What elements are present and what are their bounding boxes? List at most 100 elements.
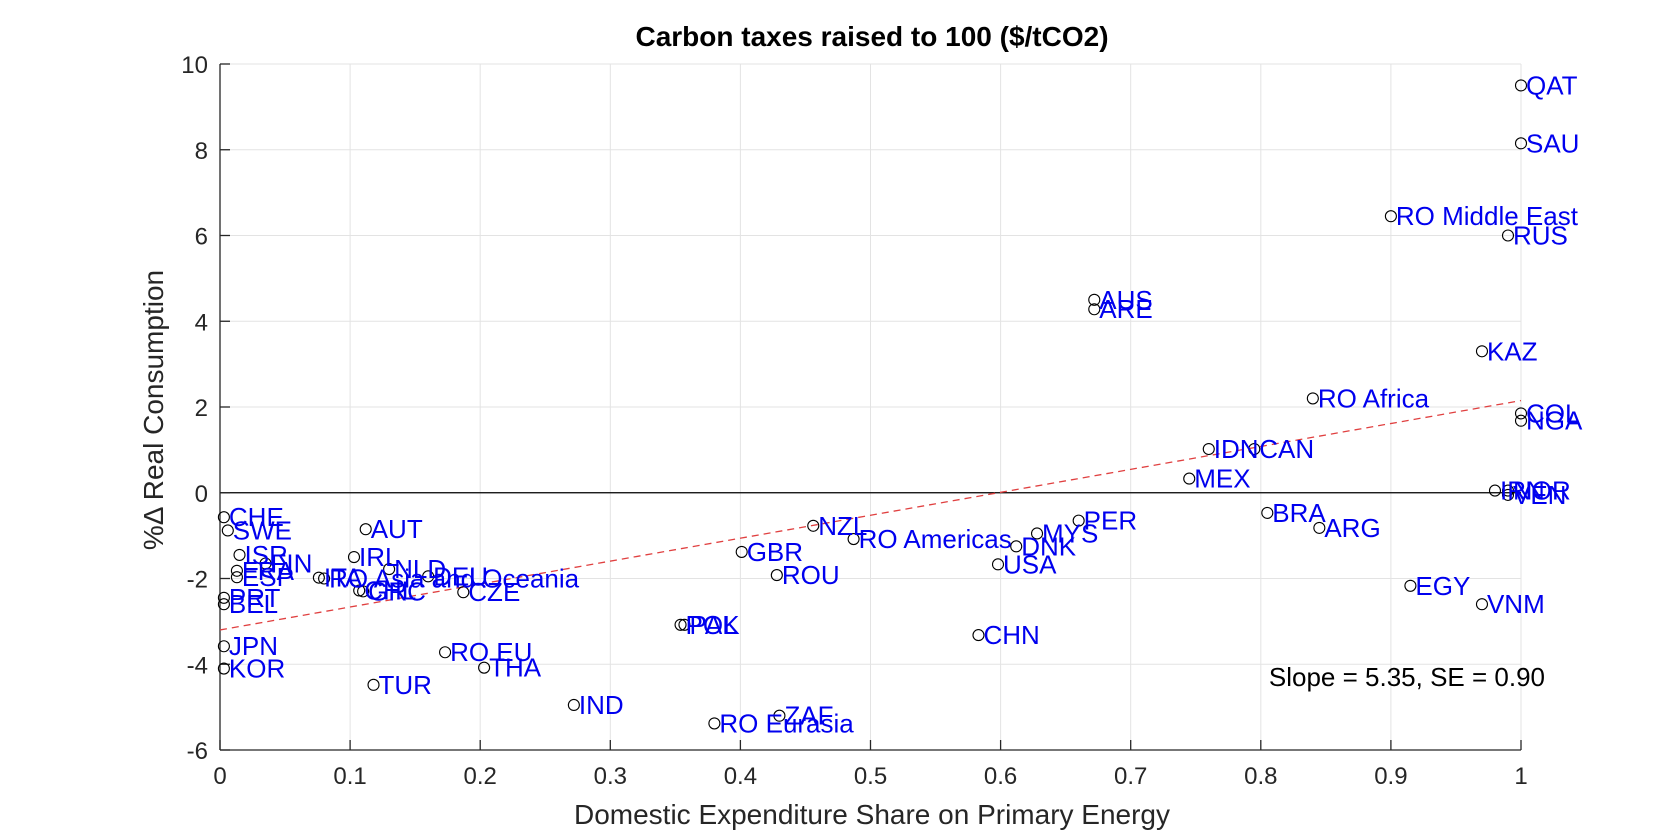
y-axis-label: %Δ Real Consumption bbox=[138, 270, 169, 550]
point-label: QAT bbox=[1526, 70, 1578, 100]
point-label: TUR bbox=[379, 670, 432, 700]
data-point bbox=[972, 629, 985, 642]
data-point bbox=[318, 572, 331, 585]
data-point bbox=[1088, 293, 1101, 306]
data-point bbox=[1514, 137, 1528, 150]
data-point bbox=[1475, 598, 1489, 611]
y-tick-label: 10 bbox=[181, 52, 208, 79]
data-point bbox=[217, 640, 230, 653]
x-tick-label: 0.1 bbox=[333, 763, 366, 790]
data-point bbox=[678, 618, 691, 631]
point-label: RUS bbox=[1513, 221, 1568, 251]
data-point bbox=[259, 557, 272, 570]
data-point bbox=[991, 558, 1005, 571]
data-point bbox=[383, 563, 396, 576]
point-label: MEX bbox=[1194, 464, 1250, 494]
x-tick-label: 0.3 bbox=[594, 763, 627, 790]
data-point bbox=[847, 533, 860, 546]
point-label: RO EU bbox=[450, 637, 532, 667]
point-label: AUT bbox=[371, 514, 423, 544]
y-tick-label: 4 bbox=[195, 309, 208, 336]
point-label: IRN bbox=[1500, 476, 1545, 506]
x-tick-label: 0.4 bbox=[724, 763, 757, 790]
data-point bbox=[217, 511, 230, 524]
data-point bbox=[567, 698, 580, 712]
data-point bbox=[457, 586, 470, 599]
x-tick-label: 0.5 bbox=[854, 763, 887, 790]
point-label: RO Middle East bbox=[1396, 201, 1579, 231]
data-point bbox=[1202, 442, 1215, 456]
point-label: ISR bbox=[245, 540, 288, 570]
chart-title: Carbon taxes raised to 100 ($/tCO2) bbox=[635, 21, 1108, 52]
data-point bbox=[1501, 488, 1515, 501]
data-point bbox=[217, 591, 230, 604]
y-tick-label: 8 bbox=[195, 138, 208, 165]
data-point bbox=[1488, 484, 1502, 497]
data-point bbox=[230, 571, 243, 584]
data-point bbox=[221, 524, 234, 537]
point-label: CAN bbox=[1259, 434, 1314, 464]
data-point bbox=[773, 709, 786, 722]
point-label: PRT bbox=[229, 583, 281, 613]
data-point bbox=[347, 551, 361, 564]
data-point bbox=[708, 717, 721, 730]
point-label: CZE bbox=[468, 577, 520, 607]
y-tick-label: 6 bbox=[195, 224, 208, 251]
x-axis-label: Domestic Expenditure Share on Primary En… bbox=[574, 799, 1170, 830]
data-point bbox=[1475, 345, 1489, 358]
x-tick-label: 0 bbox=[213, 763, 226, 790]
point-label: DNK bbox=[1021, 531, 1077, 561]
point-label: ARE bbox=[1099, 294, 1152, 324]
point-label: NZL bbox=[818, 511, 867, 541]
x-tick-label: 0.9 bbox=[1374, 763, 1407, 790]
data-point bbox=[770, 569, 783, 582]
y-tick-label: -2 bbox=[187, 567, 208, 594]
point-label: BEL bbox=[229, 589, 278, 619]
point-label: POL bbox=[686, 610, 738, 640]
x-tick-label: 1 bbox=[1514, 763, 1527, 790]
data-point bbox=[439, 646, 452, 659]
x-tick-label: 0.7 bbox=[1114, 763, 1147, 790]
point-label: RO Eurasia bbox=[719, 708, 854, 738]
point-label: IDN bbox=[1214, 434, 1259, 464]
data-point bbox=[312, 571, 325, 584]
data-point bbox=[1030, 527, 1044, 540]
axes-layer: 0 0.1 0.2 0.3 0.4 0.5 0.6 0.7 0.8 0.9 1 -6 -4 -2 0 2 4 6 8… bbox=[181, 52, 1527, 790]
y-tick-label: 2 bbox=[195, 395, 208, 422]
x-tick-label: 0.2 bbox=[464, 763, 497, 790]
data-point bbox=[735, 545, 748, 558]
data-point bbox=[674, 618, 687, 631]
point-label: SAU bbox=[1526, 128, 1579, 158]
x-tick-label: 0.6 bbox=[984, 763, 1017, 790]
data-point bbox=[1501, 229, 1515, 242]
point-label: VEN bbox=[1513, 480, 1566, 510]
data-point bbox=[1514, 414, 1528, 427]
data-point bbox=[478, 661, 491, 674]
data-point bbox=[1248, 442, 1261, 456]
point-label: ITA bbox=[324, 563, 363, 593]
point-label: ARG bbox=[1324, 513, 1380, 543]
data-point bbox=[1183, 472, 1196, 485]
point-label: GBR bbox=[747, 537, 803, 567]
point-label: CHN bbox=[983, 620, 1039, 650]
data-point bbox=[1501, 484, 1515, 497]
point-label: COL bbox=[1526, 398, 1579, 428]
point-label: EGY bbox=[1415, 571, 1470, 601]
point-label: NGA bbox=[1526, 406, 1583, 436]
x-tick-label: 0.8 bbox=[1244, 763, 1277, 790]
point-label: IND bbox=[579, 690, 624, 720]
data-point bbox=[233, 548, 246, 561]
point-label: VNM bbox=[1487, 589, 1545, 619]
data-point bbox=[217, 662, 230, 675]
point-label: KOR bbox=[229, 654, 285, 684]
point-label: ROU bbox=[782, 560, 840, 590]
point-label: ESP bbox=[242, 562, 294, 592]
data-point bbox=[422, 570, 435, 583]
data-point bbox=[1384, 210, 1397, 223]
data-point bbox=[359, 523, 372, 536]
point-label: NOR bbox=[1513, 476, 1571, 506]
point-label: MYS bbox=[1042, 518, 1098, 548]
